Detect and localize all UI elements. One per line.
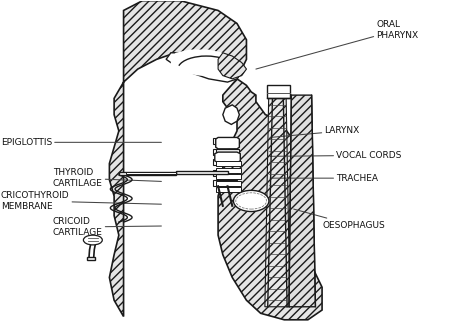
Text: TRACHEA: TRACHEA [270, 174, 378, 183]
Polygon shape [166, 53, 242, 82]
Text: LARYNX: LARYNX [270, 127, 360, 137]
Polygon shape [213, 149, 237, 155]
Polygon shape [267, 85, 291, 98]
Polygon shape [218, 53, 246, 79]
Polygon shape [87, 257, 95, 260]
Polygon shape [109, 1, 322, 320]
Polygon shape [289, 95, 316, 307]
Polygon shape [223, 105, 239, 125]
Text: CRICOID
CARTILAGE: CRICOID CARTILAGE [53, 217, 161, 237]
Text: VOCAL CORDS: VOCAL CORDS [270, 151, 401, 160]
Polygon shape [216, 187, 241, 192]
Text: OESOPHAGUS: OESOPHAGUS [294, 209, 385, 230]
Polygon shape [213, 138, 237, 144]
Ellipse shape [83, 235, 102, 245]
Text: EPIGLOTTIS: EPIGLOTTIS [0, 138, 161, 147]
Polygon shape [171, 49, 237, 76]
Text: ORAL
PHARYNX: ORAL PHARYNX [256, 20, 419, 69]
Polygon shape [216, 174, 241, 179]
Polygon shape [216, 149, 239, 154]
Polygon shape [216, 161, 241, 166]
Text: CRICOTHYROID
MEMBRANE: CRICOTHYROID MEMBRANE [0, 191, 161, 211]
Polygon shape [265, 98, 290, 307]
Polygon shape [119, 172, 175, 175]
Ellipse shape [234, 190, 269, 212]
Polygon shape [216, 181, 241, 186]
Polygon shape [216, 168, 241, 173]
Polygon shape [175, 171, 228, 174]
Polygon shape [126, 172, 175, 174]
Polygon shape [213, 181, 237, 186]
Text: THYROID
CARTILAGE: THYROID CARTILAGE [53, 168, 161, 188]
Polygon shape [215, 152, 240, 163]
Polygon shape [216, 137, 239, 149]
Polygon shape [213, 170, 237, 176]
Polygon shape [213, 159, 237, 165]
